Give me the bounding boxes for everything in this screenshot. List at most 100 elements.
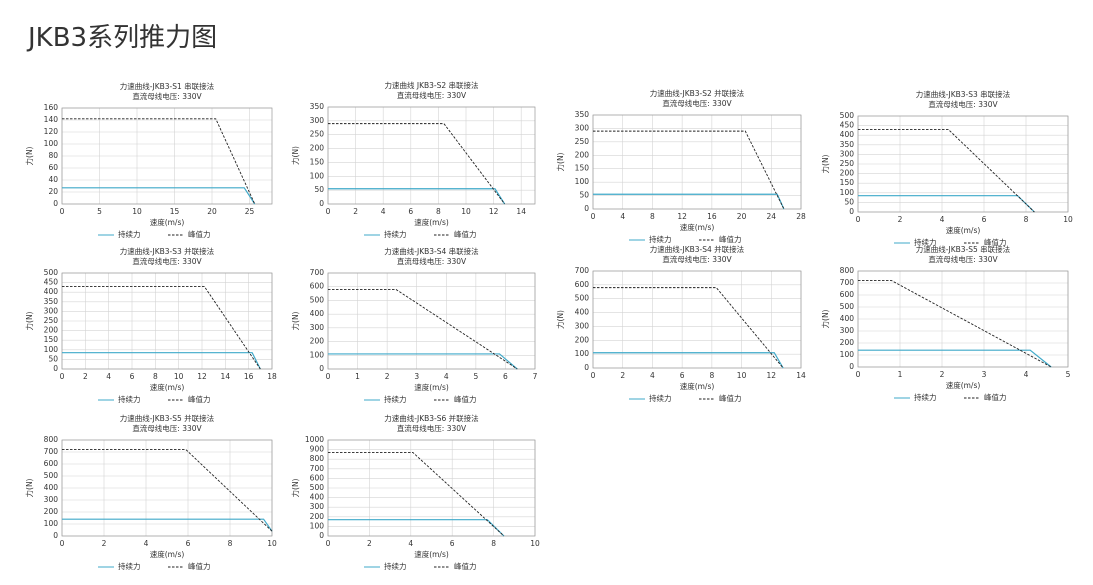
chart-subtitle: 直流母线电压: 330V xyxy=(132,256,202,266)
y-tick-label: 400 xyxy=(310,493,325,502)
x-tick-label: 14 xyxy=(796,371,806,380)
x-axis-label: 速度(m/s) xyxy=(414,549,449,559)
x-tick-label: 0 xyxy=(856,215,861,224)
y-tick-label: 600 xyxy=(840,290,855,299)
y-tick-label: 150 xyxy=(44,335,59,344)
y-tick-label: 1000 xyxy=(305,435,324,444)
x-tick-label: 18 xyxy=(267,372,277,381)
x-tick-label: 6 xyxy=(130,372,135,381)
plot-frame xyxy=(592,114,802,210)
y-axis-label: 力(N) xyxy=(290,478,300,497)
y-tick-label: 350 xyxy=(575,110,590,119)
page-title: JKB3系列推力图 xyxy=(26,23,217,53)
y-tick-label: 200 xyxy=(310,144,325,153)
legend-label: 峰值力 xyxy=(454,561,477,571)
y-tick-label: 500 xyxy=(310,483,325,492)
y-tick-label: 60 xyxy=(48,163,58,172)
x-tick-label: 4 xyxy=(444,372,449,381)
x-tick-label: 8 xyxy=(491,539,496,548)
y-tick-label: 300 xyxy=(310,116,325,125)
x-tick-label: 16 xyxy=(707,212,717,221)
y-tick-label: 160 xyxy=(44,103,59,112)
series-line xyxy=(62,518,273,532)
chart-subtitle: 直流母线电压: 330V xyxy=(662,254,732,264)
series-line xyxy=(593,193,785,210)
y-axis-label: 力(N) xyxy=(290,311,300,330)
x-tick-label: 0 xyxy=(326,539,331,548)
y-tick-label: 200 xyxy=(575,150,590,159)
x-tick-label: 2 xyxy=(102,539,107,548)
series-line xyxy=(328,452,505,537)
y-tick-label: 100 xyxy=(840,188,855,197)
x-axis-label: 速度(m/s) xyxy=(680,381,715,391)
x-tick-label: 10 xyxy=(737,371,747,380)
chart-subtitle: 直流母线电压: 330V xyxy=(662,98,732,108)
x-axis-label: 速度(m/s) xyxy=(150,382,185,392)
x-tick-label: 0 xyxy=(60,207,65,216)
chart-title: 力速曲线-JKB3-S1 串联接法 xyxy=(120,81,215,91)
y-tick-label: 600 xyxy=(44,459,59,468)
x-tick-label: 4 xyxy=(1024,370,1029,379)
y-tick-label: 450 xyxy=(840,121,855,130)
plot-frame xyxy=(857,270,1069,368)
x-tick-label: 8 xyxy=(1024,215,1029,224)
chart-subtitle: 直流母线电压: 330V xyxy=(928,254,998,264)
plot-frame xyxy=(857,115,1069,213)
y-tick-label: 700 xyxy=(840,278,855,287)
legend-label: 持续力 xyxy=(649,393,672,403)
plot-frame xyxy=(327,106,536,205)
x-tick-label: 8 xyxy=(436,207,441,216)
x-tick-label: 4 xyxy=(381,207,386,216)
y-tick-label: 0 xyxy=(319,531,324,540)
y-tick-label: 120 xyxy=(44,127,59,136)
chart-subtitle: 直流母线电压: 330V xyxy=(397,423,467,433)
series-line xyxy=(858,195,1035,213)
y-tick-label: 0 xyxy=(53,199,58,208)
plot-frame xyxy=(592,270,802,369)
x-tick-label: 6 xyxy=(186,539,191,548)
chart-subtitle: 直流母线电压: 330V xyxy=(132,423,202,433)
legend-label: 持续力 xyxy=(118,561,141,571)
x-tick-label: 4 xyxy=(650,371,655,380)
chart-title: 力速曲线-JKB3-S3 串联接法 xyxy=(916,89,1011,99)
y-tick-label: 350 xyxy=(44,297,59,306)
x-tick-label: 0 xyxy=(591,371,596,380)
x-tick-label: 8 xyxy=(650,212,655,221)
x-tick-label: 12 xyxy=(677,212,687,221)
y-tick-label: 200 xyxy=(310,337,325,346)
x-axis-label: 速度(m/s) xyxy=(150,549,185,559)
y-tick-label: 200 xyxy=(44,326,59,335)
y-tick-label: 0 xyxy=(53,531,58,540)
series-line xyxy=(858,349,1052,368)
x-tick-label: 6 xyxy=(450,539,455,548)
x-axis-label: 速度(m/s) xyxy=(946,380,981,390)
y-tick-label: 150 xyxy=(575,164,590,173)
y-tick-label: 800 xyxy=(840,266,855,275)
y-axis-label: 力(N) xyxy=(820,309,830,328)
legend-label: 峰值力 xyxy=(984,392,1007,402)
y-tick-label: 600 xyxy=(310,473,325,482)
chart-title: 力速曲线-JKB3-S4 串联接法 xyxy=(384,246,479,256)
legend-label: 持续力 xyxy=(118,394,141,404)
plot-frame xyxy=(61,107,273,205)
y-tick-label: 300 xyxy=(575,123,590,132)
y-tick-label: 500 xyxy=(840,111,855,120)
legend-label: 峰值力 xyxy=(188,394,211,404)
series-line xyxy=(62,352,261,370)
y-tick-label: 40 xyxy=(48,175,58,184)
x-tick-label: 28 xyxy=(796,212,806,221)
y-tick-label: 400 xyxy=(840,314,855,323)
x-tick-label: 16 xyxy=(244,372,254,381)
x-axis-label: 速度(m/s) xyxy=(414,382,449,392)
y-tick-label: 100 xyxy=(44,139,59,148)
y-tick-label: 250 xyxy=(44,316,59,325)
legend-label: 持续力 xyxy=(914,237,937,247)
y-tick-label: 50 xyxy=(579,191,589,200)
y-tick-label: 500 xyxy=(44,268,59,277)
x-tick-label: 3 xyxy=(414,372,419,381)
chart-subtitle: 直流母线电压: 330V xyxy=(397,256,467,266)
y-tick-label: 500 xyxy=(575,294,590,303)
